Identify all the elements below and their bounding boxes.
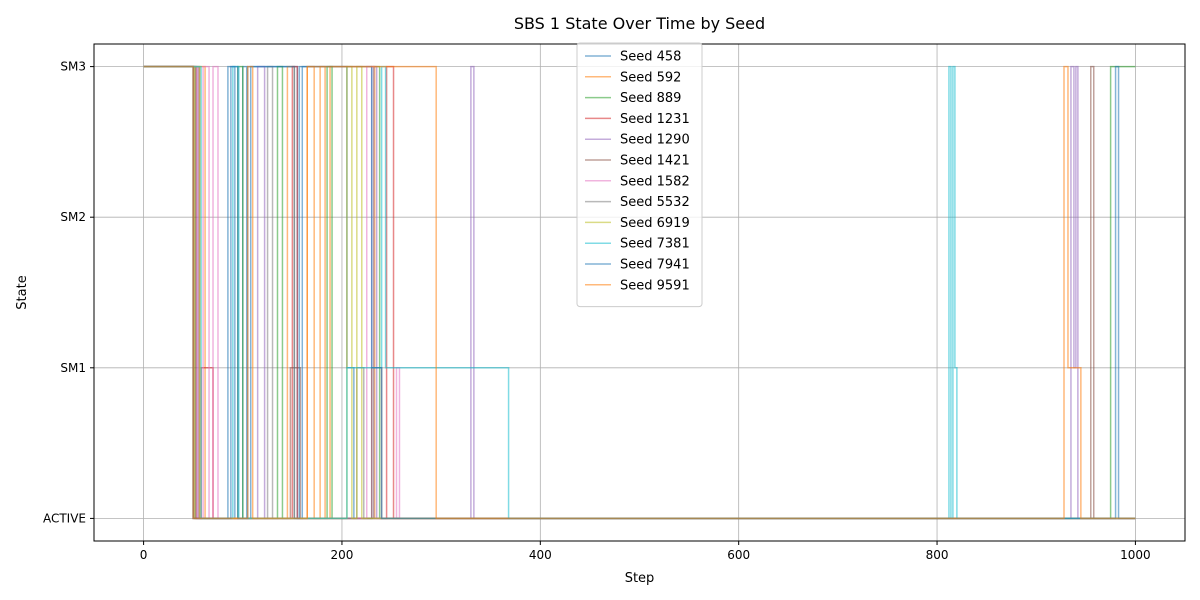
x-tick-label: 800 [926,548,949,562]
legend-label: Seed 1421 [620,154,690,169]
legend-label: Seed 1231 [620,112,690,127]
legend-label: Seed 7941 [620,258,690,273]
axis-ticks: 0 200 400 600 800 1000 ACTIVE SM1 SM2 SM3 [43,60,1151,562]
series-line-7 [143,65,1136,520]
chart-title: SBS 1 State Over Time by Seed [514,14,765,33]
legend-label: Seed 7381 [620,237,690,252]
series-line-5 [143,65,1136,520]
y-tick-label: SM2 [60,210,86,224]
x-tick-label: 200 [331,548,354,562]
series-line-8 [143,65,1136,520]
series-lines [143,65,1136,520]
legend-box [576,42,703,308]
legend-label: Seed 9591 [620,278,690,293]
x-axis-label: Step [625,571,655,586]
legend-label: Seed 1582 [620,174,690,189]
legend-label: Seed 6919 [620,216,690,231]
series-line-12 [143,65,1136,520]
x-tick-label: 1000 [1120,548,1151,562]
legend-label: Seed 1290 [620,133,690,148]
x-tick-label: 600 [727,548,750,562]
legend-label: Seed 5532 [620,195,690,210]
y-tick-label: ACTIVE [43,511,86,525]
legend-label: Seed 889 [620,91,681,106]
series-line-9 [143,65,1136,520]
y-axis-label: State [15,275,30,309]
legend-label: Seed 592 [620,70,681,85]
y-tick-label: SM3 [60,60,86,74]
legend-label: Seed 458 [620,50,681,65]
legend: Seed 458 Seed 592 Seed 889 Seed 1231 Seed 12… [576,42,703,308]
x-tick-label: 0 [140,548,148,562]
y-tick-label: SM1 [60,361,86,375]
x-tick-label: 400 [529,548,552,562]
